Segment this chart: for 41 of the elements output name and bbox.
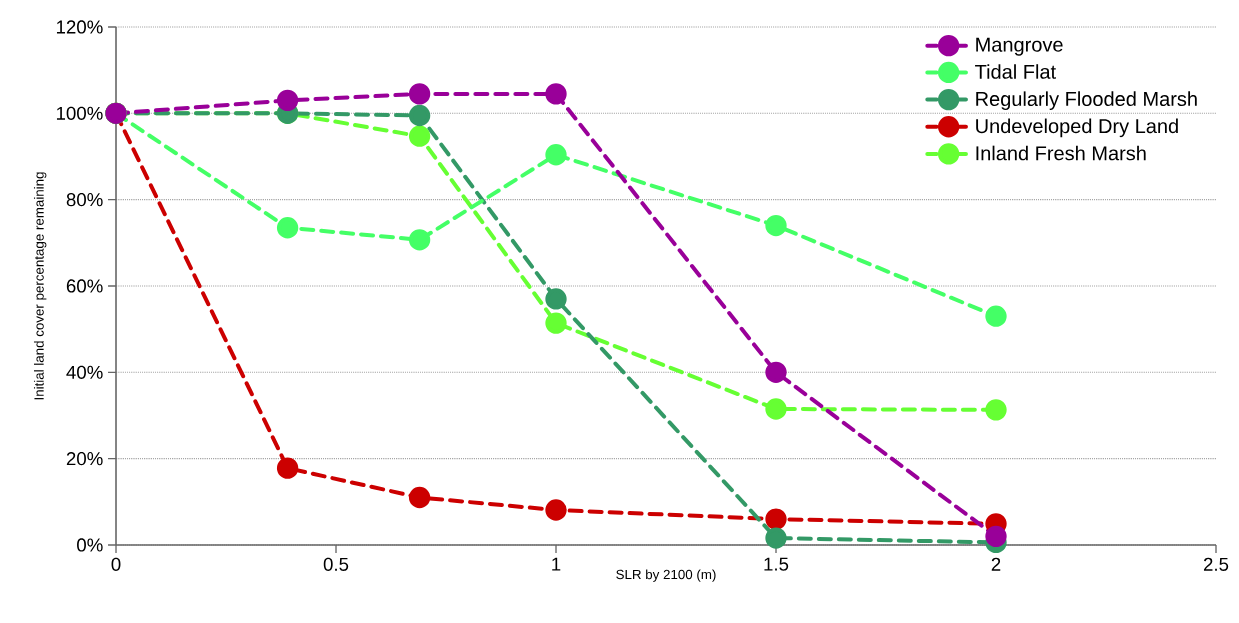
point bbox=[765, 214, 787, 237]
point bbox=[408, 104, 431, 127]
legend-label: Tidal Flat bbox=[975, 64, 1056, 79]
x-tick-label: 2 bbox=[991, 557, 1001, 571]
point bbox=[276, 217, 299, 239]
y-tick-label: 80% bbox=[66, 193, 103, 207]
y-tick-label: 40% bbox=[66, 365, 103, 379]
point bbox=[765, 398, 787, 420]
x-tick-label: 1 bbox=[552, 557, 561, 571]
point bbox=[765, 361, 787, 383]
point bbox=[545, 144, 567, 166]
legend-label: Inland Fresh Marsh bbox=[976, 145, 1146, 161]
point bbox=[985, 399, 1007, 421]
point bbox=[985, 305, 1007, 327]
x-tick-label: 0 bbox=[111, 557, 121, 571]
point bbox=[545, 83, 567, 105]
y-tick-label: 0% bbox=[77, 538, 103, 552]
point bbox=[276, 457, 299, 479]
y-tick-label: 100% bbox=[56, 106, 103, 120]
y-tick-label: 20% bbox=[66, 452, 103, 466]
point bbox=[276, 89, 299, 112]
y-axis-title: Initial land cover percentage remaining bbox=[33, 172, 47, 400]
point bbox=[408, 486, 431, 509]
point bbox=[545, 312, 567, 334]
point bbox=[408, 229, 431, 251]
y-tick-label: 60% bbox=[66, 279, 103, 293]
legend-label: Undeveloped Dry Land bbox=[976, 118, 1178, 138]
point bbox=[765, 508, 787, 530]
point bbox=[408, 83, 431, 105]
point bbox=[408, 125, 431, 147]
x-tick-label: 2.5 bbox=[1203, 557, 1229, 571]
point bbox=[765, 527, 787, 549]
legend-label: Mangrove bbox=[976, 37, 1063, 56]
legend-label: Regularly Flooded Marsh bbox=[976, 91, 1197, 110]
point bbox=[545, 288, 567, 310]
x-tick-label: 1.5 bbox=[764, 557, 789, 571]
x-tick-label: 0.5 bbox=[323, 557, 349, 571]
point bbox=[545, 499, 567, 521]
x-axis-title: SLR by 2100 (m) bbox=[616, 569, 716, 582]
point bbox=[985, 525, 1007, 548]
y-tick-label: 120% bbox=[56, 20, 103, 34]
